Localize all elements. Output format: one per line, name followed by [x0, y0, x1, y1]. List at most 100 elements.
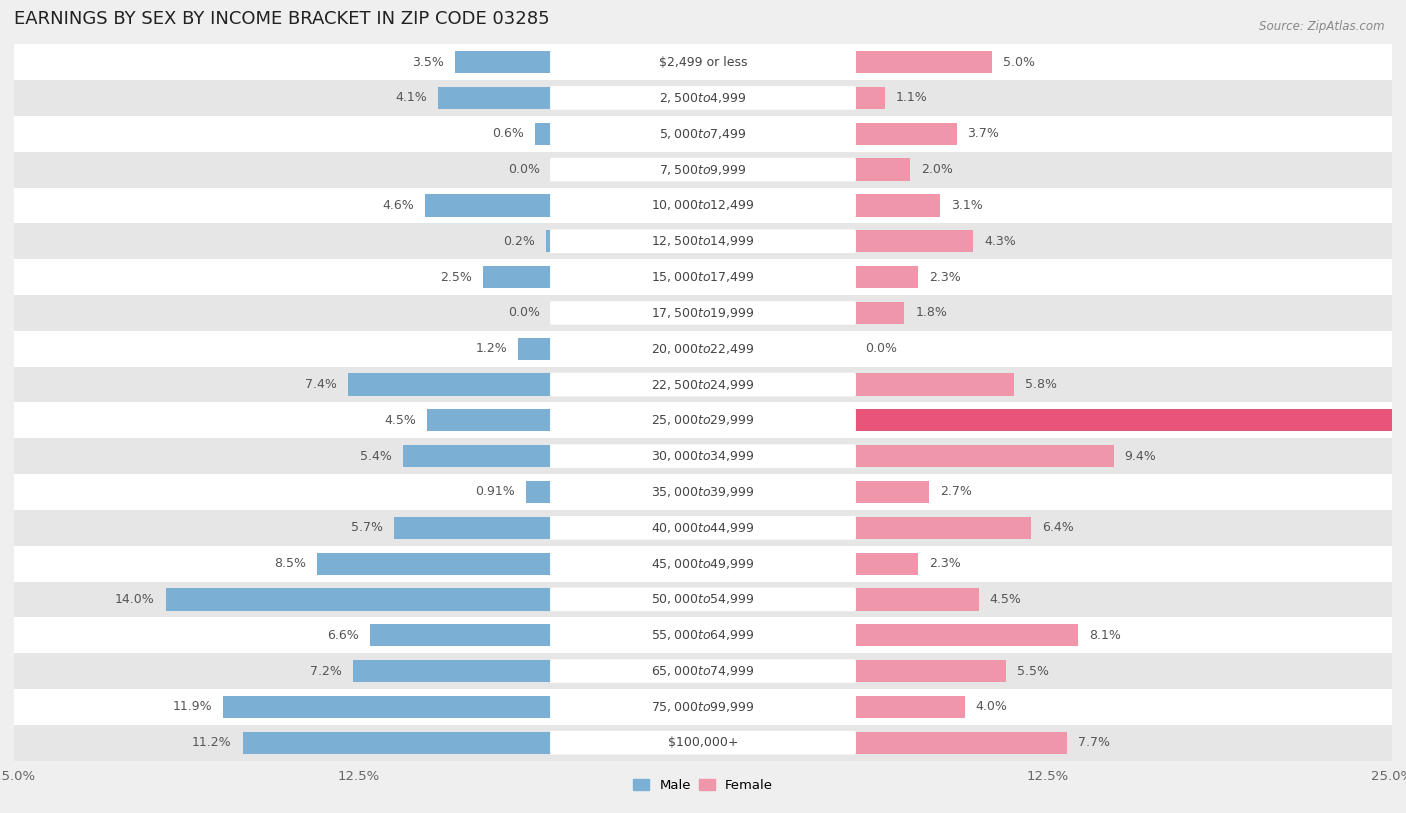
Bar	[526, 480, 551, 503]
Bar	[855, 732, 1067, 754]
Text: $22,500 to $24,999: $22,500 to $24,999	[651, 377, 755, 392]
Bar	[402, 445, 551, 467]
Bar	[855, 409, 1406, 432]
Bar	[166, 589, 551, 611]
Bar	[855, 517, 1031, 539]
Bar	[425, 194, 551, 216]
Bar	[14, 653, 1392, 689]
Bar	[14, 438, 1392, 474]
Text: 8.1%: 8.1%	[1088, 628, 1121, 641]
Bar	[855, 660, 1007, 682]
Text: 4.0%: 4.0%	[976, 701, 1008, 714]
FancyBboxPatch shape	[550, 50, 856, 74]
Text: 8.5%: 8.5%	[274, 557, 307, 570]
FancyBboxPatch shape	[550, 86, 856, 110]
FancyBboxPatch shape	[550, 659, 856, 683]
Text: 3.7%: 3.7%	[967, 128, 1000, 141]
Bar	[855, 553, 918, 575]
Text: 7.7%: 7.7%	[1078, 737, 1109, 750]
Text: 6.6%: 6.6%	[326, 628, 359, 641]
Legend: Male, Female: Male, Female	[627, 774, 779, 798]
Bar	[855, 123, 956, 145]
Text: $45,000 to $49,999: $45,000 to $49,999	[651, 557, 755, 571]
FancyBboxPatch shape	[550, 301, 856, 324]
Text: $75,000 to $99,999: $75,000 to $99,999	[651, 700, 755, 714]
Text: $55,000 to $64,999: $55,000 to $64,999	[651, 628, 755, 642]
Text: $65,000 to $74,999: $65,000 to $74,999	[651, 664, 755, 678]
Bar	[14, 510, 1392, 546]
Text: 0.0%: 0.0%	[509, 163, 540, 176]
Text: $2,500 to $4,999: $2,500 to $4,999	[659, 91, 747, 105]
Bar	[14, 581, 1392, 617]
Text: 6.4%: 6.4%	[1042, 521, 1074, 534]
Bar	[855, 194, 941, 216]
Bar	[855, 696, 965, 718]
Text: 4.5%: 4.5%	[384, 414, 416, 427]
Text: $30,000 to $34,999: $30,000 to $34,999	[651, 449, 755, 463]
Text: 4.6%: 4.6%	[382, 199, 413, 212]
Text: 5.4%: 5.4%	[360, 450, 392, 463]
Bar	[427, 409, 551, 432]
Bar	[14, 617, 1392, 653]
Bar	[534, 123, 551, 145]
Bar	[855, 589, 979, 611]
Bar	[14, 331, 1392, 367]
Bar	[439, 87, 551, 109]
Text: 0.0%: 0.0%	[866, 342, 897, 355]
Text: 0.6%: 0.6%	[492, 128, 524, 141]
Text: 11.2%: 11.2%	[193, 737, 232, 750]
Text: $15,000 to $17,499: $15,000 to $17,499	[651, 270, 755, 284]
Bar	[347, 373, 551, 396]
Bar	[14, 44, 1392, 80]
FancyBboxPatch shape	[550, 337, 856, 360]
Bar	[318, 553, 551, 575]
Bar	[456, 51, 551, 73]
FancyBboxPatch shape	[550, 229, 856, 253]
Text: 11.9%: 11.9%	[173, 701, 212, 714]
Bar	[14, 546, 1392, 581]
Text: 7.2%: 7.2%	[311, 664, 342, 677]
Bar	[394, 517, 551, 539]
Text: $50,000 to $54,999: $50,000 to $54,999	[651, 593, 755, 606]
Text: EARNINGS BY SEX BY INCOME BRACKET IN ZIP CODE 03285: EARNINGS BY SEX BY INCOME BRACKET IN ZIP…	[14, 10, 550, 28]
FancyBboxPatch shape	[550, 193, 856, 217]
Text: 3.1%: 3.1%	[950, 199, 983, 212]
Text: $2,499 or less: $2,499 or less	[659, 55, 747, 68]
Bar	[855, 159, 910, 180]
Text: 2.5%: 2.5%	[440, 271, 471, 284]
Bar	[14, 295, 1392, 331]
FancyBboxPatch shape	[550, 480, 856, 504]
Text: 1.8%: 1.8%	[915, 307, 948, 320]
Bar	[855, 480, 929, 503]
Text: 5.8%: 5.8%	[1025, 378, 1057, 391]
Bar	[855, 624, 1078, 646]
Bar	[855, 373, 1014, 396]
Bar	[14, 80, 1392, 116]
Text: $35,000 to $39,999: $35,000 to $39,999	[651, 485, 755, 499]
Text: 2.7%: 2.7%	[941, 485, 972, 498]
FancyBboxPatch shape	[550, 516, 856, 540]
Bar	[14, 474, 1392, 510]
Text: 5.7%: 5.7%	[352, 521, 384, 534]
FancyBboxPatch shape	[550, 731, 856, 754]
Text: $12,500 to $14,999: $12,500 to $14,999	[651, 234, 755, 248]
Text: 14.0%: 14.0%	[115, 593, 155, 606]
Bar	[14, 224, 1392, 259]
Text: 0.2%: 0.2%	[503, 235, 534, 248]
Bar	[855, 302, 904, 324]
Bar	[224, 696, 551, 718]
Text: 0.91%: 0.91%	[475, 485, 516, 498]
Bar	[855, 445, 1114, 467]
Bar	[370, 624, 551, 646]
Bar	[243, 732, 551, 754]
FancyBboxPatch shape	[550, 408, 856, 433]
Text: $100,000+: $100,000+	[668, 737, 738, 750]
Bar	[14, 367, 1392, 402]
Bar	[14, 152, 1392, 188]
Bar	[14, 116, 1392, 152]
Text: 2.3%: 2.3%	[929, 557, 960, 570]
Text: 4.5%: 4.5%	[990, 593, 1022, 606]
Text: 1.2%: 1.2%	[475, 342, 508, 355]
Bar	[855, 87, 884, 109]
Bar	[14, 725, 1392, 761]
